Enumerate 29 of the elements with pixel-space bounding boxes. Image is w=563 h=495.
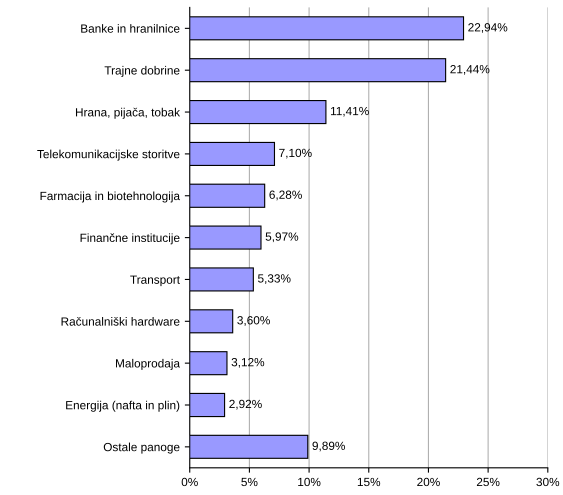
y-tick-label: Transport — [130, 276, 180, 286]
x-tick-label: 30% — [536, 478, 560, 486]
data-label: 5,33% — [258, 274, 291, 284]
y-tick-label: Hrana, pijača, tobak — [76, 108, 180, 119]
x-tick-label: 0% — [182, 478, 198, 486]
data-label: 3,12% — [232, 358, 264, 368]
data-label: 3,60% — [237, 316, 270, 326]
data-label: 5,97% — [266, 232, 298, 242]
data-label: 2,92% — [229, 400, 262, 410]
data-label: 21,44% — [450, 65, 490, 75]
y-tick-label: Ostale panoge — [104, 442, 180, 454]
x-tick-label: 20% — [417, 478, 440, 486]
y-tick-label: Maloprodaja — [116, 358, 180, 370]
data-label: 6,28% — [269, 190, 302, 200]
x-tick-label: 15% — [358, 478, 380, 486]
data-label: 9,89% — [312, 442, 345, 452]
y-tick-label: Farmacija in biotehnologija — [40, 191, 180, 202]
data-label: 11,41% — [330, 106, 369, 117]
x-tick-label: 5% — [241, 478, 258, 486]
y-tick-label: Računalniški hardware — [62, 316, 180, 326]
y-tick-label: Banke in hranilnice — [81, 24, 180, 33]
y-tick-label: Energija (nafta in plin) — [66, 400, 180, 412]
y-tick-label: Trajne dobrine — [104, 66, 180, 77]
data-label: 22,94% — [468, 23, 508, 33]
data-label: 7,10% — [279, 148, 312, 158]
y-tick-label: Finančne institucije — [80, 233, 180, 244]
x-tick-label: 10% — [298, 478, 320, 486]
x-tick-label: 25% — [476, 478, 500, 486]
y-tick-label: Telekomunikacijske storitve — [37, 150, 180, 161]
